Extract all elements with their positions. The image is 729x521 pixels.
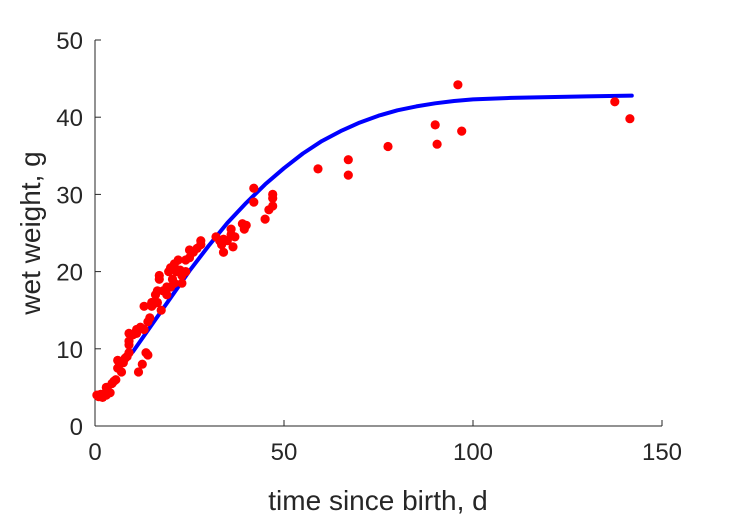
data-point [139,301,149,311]
x-tick-label: 50 [271,439,298,466]
data-point [111,375,121,385]
x-axis-title: time since birth, d [268,485,487,516]
data-point [625,114,635,124]
data-points-layer [92,80,635,402]
x-ticks: 0 50 100 150 [88,420,682,466]
data-point [383,141,393,152]
fit-line-layer [130,93,634,354]
data-point [156,305,166,315]
data-point [145,313,155,323]
data-point [177,278,187,288]
data-point [173,255,183,265]
data-point [196,236,206,246]
y-tick-label: 50 [56,28,83,55]
data-point [457,126,467,136]
data-point [143,350,153,360]
data-point [453,80,463,90]
data-point [260,214,270,224]
data-point [343,155,353,165]
data-point [124,348,134,358]
x-tick-label: 0 [88,439,101,466]
data-point [139,324,149,335]
x-tick-label: 150 [642,439,682,466]
axes [94,40,662,427]
y-tick-label: 10 [56,337,83,364]
data-point [169,278,179,288]
data-point [249,183,259,193]
data-point [152,297,162,308]
data-point [268,193,278,203]
x-tick-label: 100 [453,439,493,466]
data-point [162,290,172,300]
data-point [230,232,240,242]
data-point [116,367,127,377]
y-tick-label: 0 [70,414,83,441]
data-point [313,164,323,174]
data-point [181,267,191,277]
y-axis-title: wet weight, g [15,151,46,315]
data-point [432,139,442,149]
data-point [137,359,147,369]
data-point [430,120,440,130]
y-ticks: 0 10 20 30 40 50 [56,28,101,441]
data-point [241,220,251,230]
data-point [228,242,238,252]
data-point [610,97,620,107]
data-point [268,201,278,211]
fit-curve [130,93,634,354]
y-tick-label: 40 [56,105,83,132]
data-point [343,170,353,180]
data-point [154,270,164,281]
y-tick-label: 30 [56,182,83,209]
data-point [133,367,144,377]
data-point [218,247,229,257]
data-point [105,388,115,398]
y-tick-label: 20 [56,260,83,287]
data-point [249,197,259,207]
